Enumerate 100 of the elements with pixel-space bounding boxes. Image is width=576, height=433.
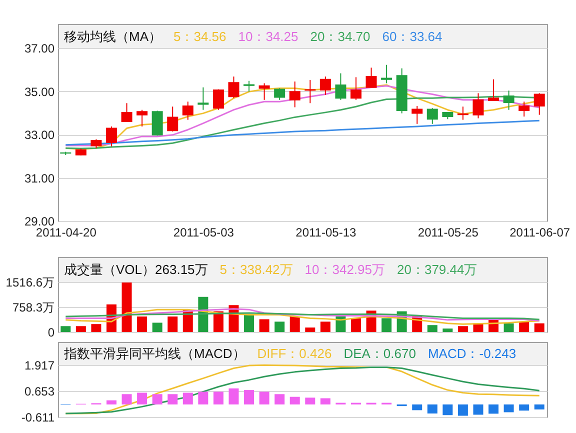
bar bbox=[198, 392, 208, 404]
bar bbox=[442, 328, 453, 332]
series-label: DEA：0.670 bbox=[344, 345, 416, 363]
bar bbox=[290, 316, 300, 332]
bar bbox=[244, 390, 254, 404]
candlestick bbox=[106, 126, 117, 147]
candlestick bbox=[503, 90, 514, 110]
bar bbox=[137, 392, 148, 404]
bar bbox=[137, 316, 148, 332]
x-tick-label: 2011-05-13 bbox=[296, 226, 356, 240]
bar bbox=[382, 318, 392, 332]
bar bbox=[458, 404, 468, 416]
candlestick bbox=[472, 92, 484, 119]
line-series bbox=[64, 312, 540, 320]
line-series bbox=[64, 308, 540, 325]
candlestick bbox=[228, 76, 240, 99]
bar bbox=[320, 398, 330, 404]
y-tick-label: 1516.6万 bbox=[6, 276, 54, 290]
y-tick-label: 37.00 bbox=[24, 42, 55, 56]
bar bbox=[504, 404, 514, 412]
y-tick-label: -0.611 bbox=[21, 410, 55, 424]
bar bbox=[442, 404, 453, 416]
candlestick bbox=[335, 72, 346, 100]
candlestick bbox=[320, 76, 331, 96]
candlestick bbox=[167, 106, 178, 132]
candlestick bbox=[457, 106, 468, 120]
y-tick-label: 31.00 bbox=[24, 171, 55, 186]
series-label: DIFF：0.426 bbox=[257, 345, 332, 363]
bar bbox=[427, 404, 438, 414]
y-tick-label: 758.3万 bbox=[12, 300, 54, 314]
candlestick bbox=[182, 101, 194, 120]
y-tick-label: 29.00 bbox=[24, 214, 55, 228]
candlestick bbox=[258, 82, 270, 100]
bar bbox=[213, 392, 224, 404]
candlestick bbox=[136, 109, 148, 127]
text: 5：34.56 bbox=[174, 28, 226, 46]
bar bbox=[534, 323, 544, 332]
candlestick bbox=[274, 88, 286, 100]
bar bbox=[305, 328, 316, 332]
candlestick bbox=[152, 110, 163, 136]
bar bbox=[320, 322, 330, 332]
bar bbox=[290, 396, 300, 404]
y-tick-label: 0.653 bbox=[24, 384, 55, 398]
x-tick-label: 2011-04-20 bbox=[36, 226, 97, 240]
text: 10：34.25 bbox=[238, 28, 298, 46]
chart-title: 指数平滑异同平均线（MACD） bbox=[64, 345, 246, 363]
candlestick bbox=[289, 81, 300, 108]
candlestick bbox=[366, 67, 377, 88]
bar bbox=[122, 282, 132, 332]
bar bbox=[91, 324, 102, 332]
bar bbox=[534, 404, 544, 410]
y-tick-label: 1.917 bbox=[24, 358, 55, 372]
y-tick-label: 0 bbox=[48, 326, 55, 340]
bar bbox=[336, 316, 346, 332]
candlestick bbox=[198, 86, 209, 110]
bar bbox=[412, 404, 422, 410]
candlestick bbox=[412, 105, 423, 124]
candlestick bbox=[212, 88, 224, 110]
bar bbox=[350, 318, 361, 332]
bar bbox=[259, 319, 270, 332]
text: 60：33.64 bbox=[382, 28, 442, 46]
bar bbox=[274, 322, 285, 332]
bar bbox=[427, 325, 438, 332]
bar bbox=[519, 322, 530, 332]
y-tick-label: 35.00 bbox=[24, 84, 55, 99]
bar bbox=[488, 404, 499, 414]
chart-title: 移动均线（MA） bbox=[64, 28, 162, 46]
bar bbox=[182, 392, 193, 404]
bar bbox=[519, 404, 530, 411]
chart-title: 成交量（VOL）263.15万 bbox=[64, 261, 208, 279]
bar bbox=[60, 326, 71, 332]
bar bbox=[152, 322, 162, 332]
y-tick-label: 33.00 bbox=[24, 128, 55, 142]
text: 10：342.95万 bbox=[304, 261, 386, 279]
bar bbox=[458, 326, 468, 332]
x-tick-label: 2011-06-07 bbox=[510, 226, 570, 240]
bar bbox=[473, 404, 484, 415]
bar bbox=[76, 326, 86, 332]
candlestick bbox=[244, 80, 255, 92]
line-series bbox=[64, 120, 540, 146]
x-tick-label: 2011-05-03 bbox=[173, 226, 234, 240]
candlestick bbox=[350, 76, 362, 100]
bar bbox=[259, 392, 270, 404]
bar bbox=[106, 400, 116, 404]
bar bbox=[168, 394, 178, 404]
bar bbox=[122, 394, 132, 404]
candlestick bbox=[304, 80, 316, 104]
text: 20：379.44万 bbox=[397, 261, 478, 279]
bar bbox=[244, 314, 254, 332]
text: MACD：-0.243 bbox=[428, 345, 516, 363]
candlestick bbox=[518, 101, 530, 118]
bar bbox=[152, 394, 162, 404]
line-series bbox=[64, 308, 540, 322]
text: 20：34.70 bbox=[310, 28, 370, 46]
bar bbox=[168, 316, 178, 332]
bar bbox=[274, 394, 285, 404]
candlestick bbox=[121, 102, 132, 122]
candlestick bbox=[534, 92, 545, 116]
bar bbox=[305, 398, 316, 404]
bar bbox=[504, 323, 514, 332]
